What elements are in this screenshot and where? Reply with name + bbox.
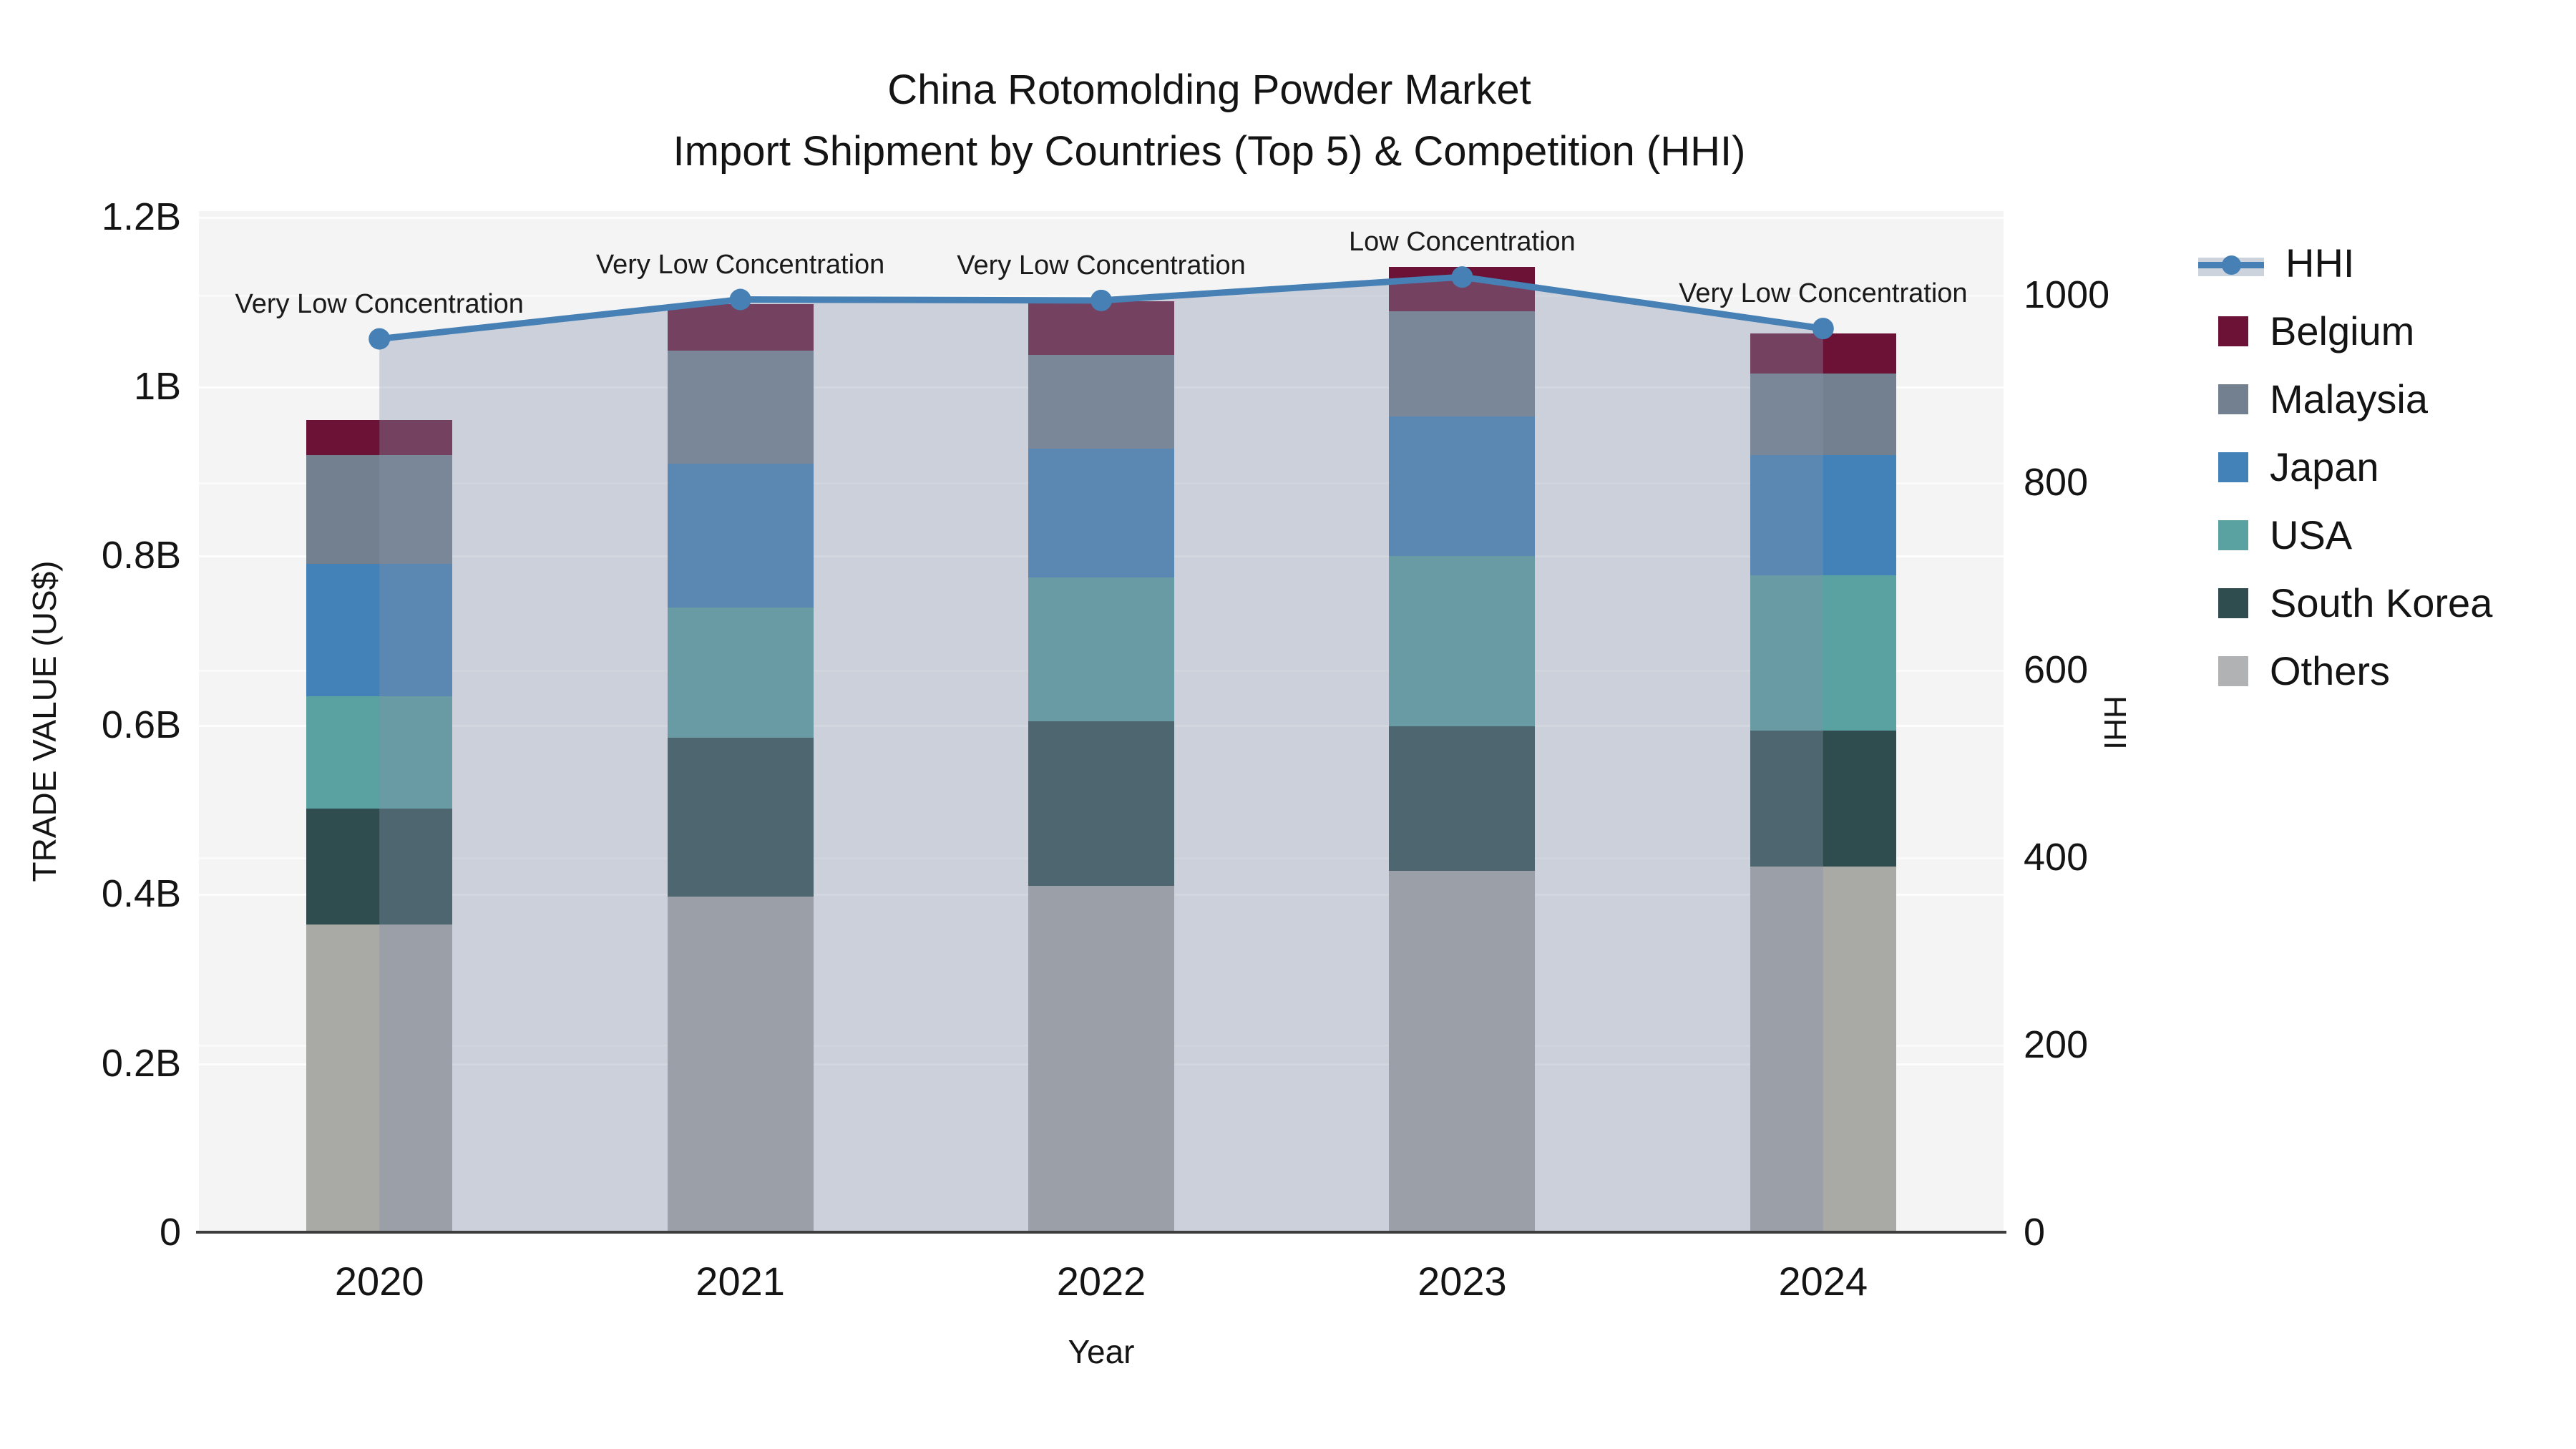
x-tick-2023: 2023	[1418, 1259, 1507, 1304]
gridline-trade-1200	[199, 217, 2004, 219]
annotation-2024: Very Low Concentration	[1679, 278, 1968, 309]
plot-area	[199, 211, 2004, 1232]
bar-segment-others-2022	[1028, 886, 1174, 1232]
bar-segment-south-korea-2022	[1028, 721, 1174, 887]
right-tick-400: 400	[2024, 836, 2089, 879]
bar-segment-usa-2020	[306, 696, 453, 809]
bar-segment-south-korea-2020	[306, 808, 453, 924]
legend-label: Others	[2270, 648, 2391, 693]
legend-swatch-others	[2218, 655, 2248, 686]
legend-swatch-south-korea	[2218, 587, 2248, 618]
legend-label: Japan	[2270, 444, 2379, 489]
legend-label: Malaysia	[2270, 376, 2428, 421]
legend-item-malaysia: Malaysia	[2184, 365, 2492, 433]
annotation-2022: Very Low Concentration	[957, 250, 1246, 280]
left-tick-0.6B: 0.6B	[101, 703, 181, 746]
right-tick-1000: 1000	[2024, 273, 2110, 316]
bar-segment-malaysia-2022	[1028, 354, 1174, 449]
annotation-2020: Very Low Concentration	[235, 288, 524, 319]
legend-item-south-korea: South Korea	[2184, 569, 2492, 637]
legend-label: USA	[2270, 512, 2353, 557]
legend-swatch-belgium	[2218, 316, 2248, 346]
legend-swatch-hhi-line	[2198, 252, 2264, 276]
x-tick-2022: 2022	[1056, 1259, 1146, 1304]
x-tick-2020: 2020	[334, 1259, 424, 1304]
legend-item-hhi: HHI	[2184, 229, 2492, 297]
bar-segment-belgium-2020	[306, 419, 453, 456]
bar-segment-japan-2023	[1389, 416, 1536, 557]
bar-segment-japan-2022	[1028, 449, 1174, 577]
left-tick-0.2B: 0.2B	[101, 1041, 181, 1085]
bar-segment-south-korea-2021	[667, 738, 814, 897]
bar-segment-usa-2024	[1750, 575, 1896, 731]
legend-label: South Korea	[2270, 580, 2493, 625]
left-axis-title: TRADE VALUE (US$)	[26, 560, 63, 882]
x-tick-2024: 2024	[1778, 1259, 1868, 1304]
annotation-2021: Very Low Concentration	[595, 249, 885, 280]
legend-swatch-malaysia	[2218, 384, 2248, 414]
legend-item-others: Others	[2184, 637, 2492, 705]
bar-segment-malaysia-2024	[1750, 373, 1896, 456]
legend-swatch-japan	[2218, 452, 2248, 482]
bar-segment-others-2020	[306, 924, 453, 1232]
bar-segment-japan-2021	[667, 464, 814, 608]
bar-segment-malaysia-2023	[1389, 311, 1536, 417]
legend-swatch-usa	[2218, 519, 2248, 550]
legend-item-belgium: Belgium	[2184, 297, 2492, 365]
bar-segment-south-korea-2024	[1750, 730, 1896, 867]
left-tick-0.4B: 0.4B	[101, 872, 181, 915]
bar-segment-belgium-2022	[1028, 301, 1174, 355]
annotation-2023: Low Concentration	[1348, 227, 1576, 258]
right-axis-title: HHI	[2097, 696, 2132, 750]
bar-segment-belgium-2023	[1389, 266, 1536, 312]
right-tick-0: 0	[2024, 1211, 2046, 1254]
bar-segment-belgium-2021	[667, 303, 814, 351]
left-tick-1B: 1B	[133, 364, 181, 408]
bar-segment-others-2021	[667, 896, 814, 1232]
bar-segment-usa-2023	[1389, 556, 1536, 726]
bar-segment-malaysia-2021	[667, 350, 814, 464]
bar-segment-japan-2024	[1750, 455, 1896, 576]
x-tick-2021: 2021	[696, 1259, 785, 1304]
bar-segment-others-2024	[1750, 867, 1896, 1232]
bar-segment-belgium-2024	[1750, 333, 1896, 374]
bar-segment-south-korea-2023	[1389, 726, 1536, 872]
legend-label: Belgium	[2270, 308, 2415, 353]
right-tick-200: 200	[2024, 1023, 2089, 1066]
chart-title: China Rotomolding Powder Market	[887, 67, 1531, 113]
x-axis-title: Year	[1068, 1333, 1135, 1370]
legend-item-japan: Japan	[2184, 433, 2492, 501]
bar-segment-usa-2022	[1028, 577, 1174, 721]
right-tick-600: 600	[2024, 648, 2089, 691]
bar-segment-malaysia-2020	[306, 455, 453, 564]
bar-segment-japan-2020	[306, 563, 453, 697]
x-axis-line	[196, 1231, 2006, 1234]
bar-segment-others-2023	[1389, 871, 1536, 1232]
left-tick-0.8B: 0.8B	[101, 534, 181, 577]
left-tick-1.2B: 1.2B	[101, 195, 181, 238]
legend: HHI Belgium Malaysia Japan USA South Korea Oth…	[2184, 229, 2492, 705]
left-tick-0: 0	[159, 1211, 181, 1254]
chart-subtitle: Import Shipment by Countries (Top 5) & C…	[673, 128, 1746, 175]
right-tick-800: 800	[2024, 461, 2089, 504]
legend-label: HHI	[2285, 240, 2355, 286]
legend-item-usa: USA	[2184, 501, 2492, 569]
bar-segment-usa-2021	[667, 608, 814, 738]
